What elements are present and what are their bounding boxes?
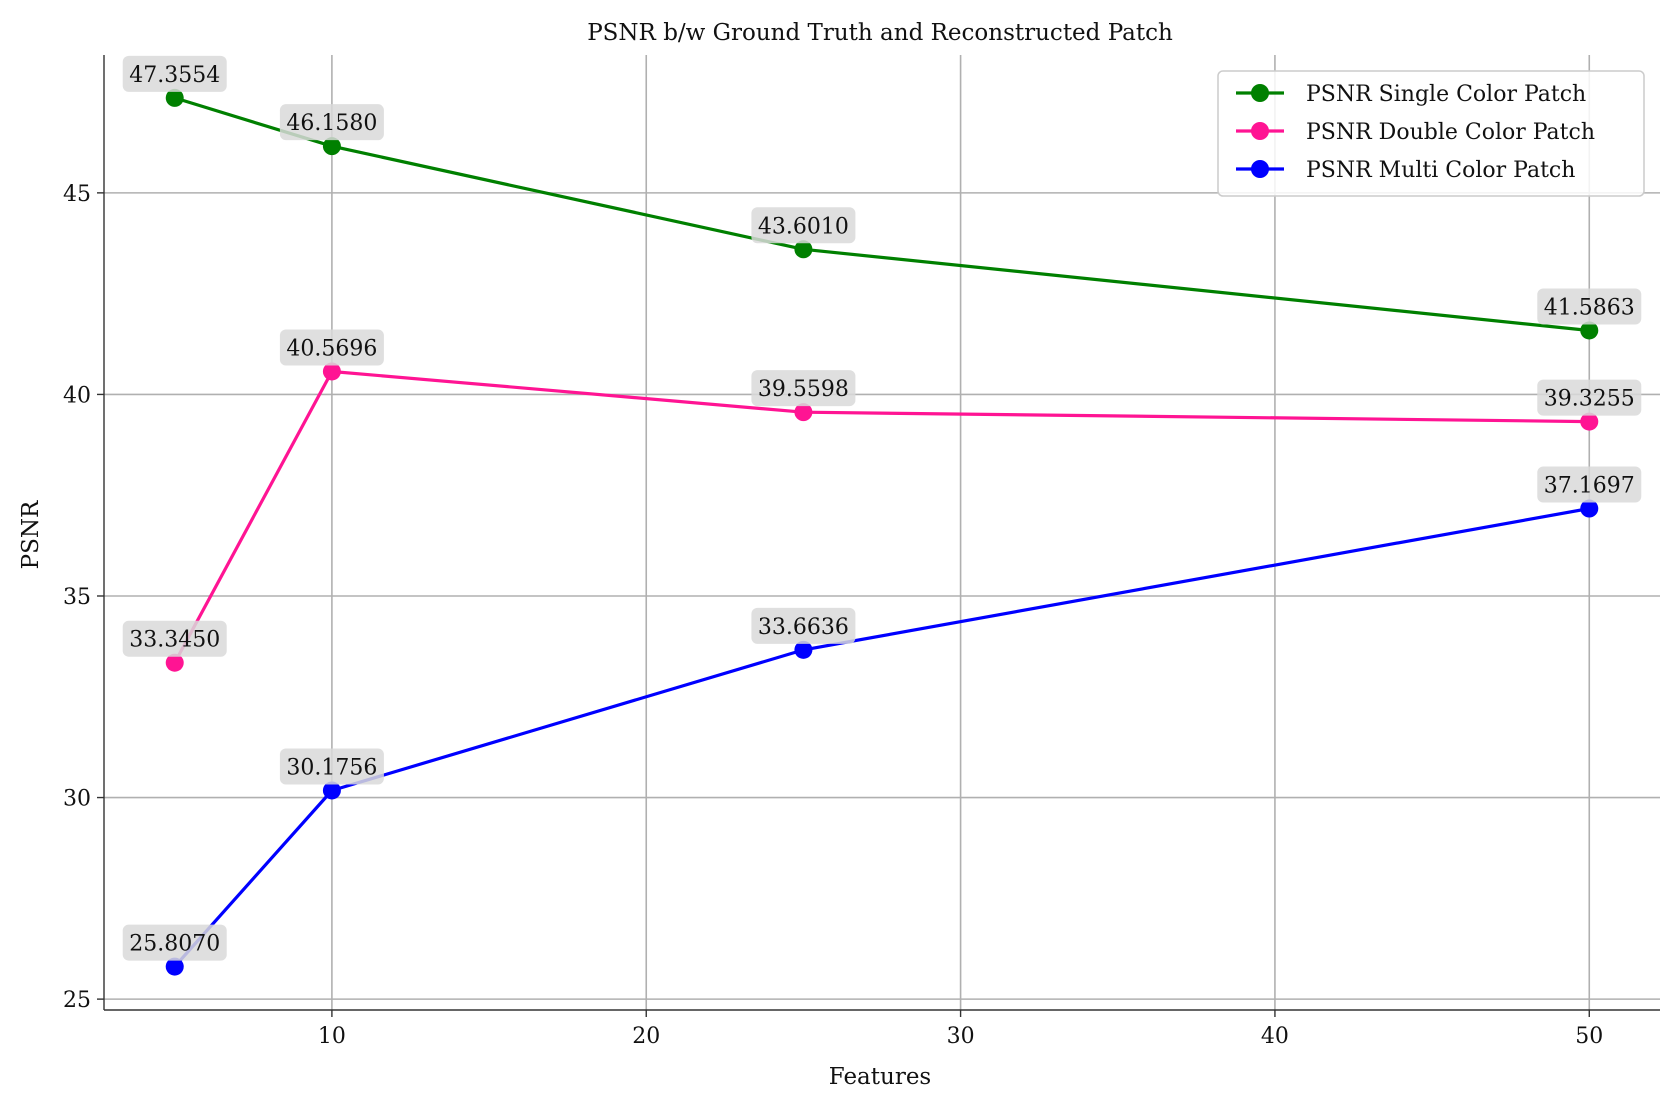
data-label: 46.1580 (286, 111, 377, 136)
grid-lines (104, 55, 1660, 1010)
data-point-marker (165, 653, 184, 672)
data-label: 39.3255 (1544, 387, 1635, 412)
data-point-marker (794, 403, 813, 422)
data-label-box (751, 370, 856, 407)
chart-title: PSNR b/w Ground Truth and Reconstructed … (587, 20, 1173, 46)
data-point-marker (794, 240, 813, 259)
data-label-box (1537, 379, 1642, 416)
data-label-box (122, 620, 227, 657)
x-tick-label: 40 (1261, 1024, 1289, 1049)
data-label: 25.8070 (129, 932, 220, 957)
data-point-marker (1580, 412, 1599, 431)
data-label-box (122, 924, 227, 961)
data-label: 47.3554 (129, 63, 220, 88)
legend-entry-label: PSNR Single Color Patch (1306, 82, 1586, 107)
y-tick-label: 25 (63, 988, 91, 1013)
data-point-marker (165, 88, 184, 107)
data-point-marker (794, 640, 813, 659)
x-tick-label: 10 (318, 1024, 346, 1049)
y-axis-label: PSNR (18, 500, 44, 569)
data-label: 39.5598 (758, 377, 849, 402)
series-line-2 (173, 369, 1590, 664)
data-label: 30.1756 (286, 755, 377, 780)
data-label: 40.5696 (286, 336, 377, 361)
data-point-marker (322, 781, 341, 800)
data-series (165, 88, 1599, 976)
data-labels: 47.3554 46.1580 43.6010 41.5863 33.3450 40.56… (122, 55, 1642, 961)
legend-box (1217, 70, 1645, 197)
data-label-box (751, 607, 856, 644)
legend-swatch-marker (1251, 160, 1269, 178)
y-tick-label: 40 (63, 383, 91, 408)
series-line-1 (174, 96, 1590, 333)
data-label-box (279, 104, 384, 141)
data-point-marker (322, 137, 341, 156)
y-tick-label: 45 (63, 182, 91, 207)
data-label-box (1537, 466, 1642, 503)
x-axis-label: Features (829, 1064, 932, 1090)
data-label-box (279, 748, 384, 785)
axes: 10 20 30 40 50 25 30 35 40 45 (63, 55, 1660, 1049)
data-point-marker (1580, 321, 1599, 340)
data-label-box (1537, 288, 1642, 325)
data-label-box (279, 329, 384, 366)
y-tick-label: 30 (63, 787, 91, 812)
legend-entry-label: PSNR Multi Color Patch (1306, 158, 1575, 183)
data-point-marker (165, 957, 184, 976)
data-label: 43.6010 (758, 214, 849, 239)
series-line-3 (173, 506, 1590, 968)
x-tick-label: 20 (632, 1024, 660, 1049)
x-tick-label: 50 (1575, 1024, 1603, 1049)
legend: PSNR Single Color Patch PSNR Double Color… (1217, 70, 1645, 197)
legend-entry-label: PSNR Double Color Patch (1306, 120, 1595, 145)
data-label-box (122, 55, 227, 92)
x-tick-label: 30 (947, 1024, 975, 1049)
data-point-marker (322, 362, 341, 381)
data-label: 33.6636 (758, 615, 849, 640)
data-label: 33.3450 (129, 628, 220, 653)
data-label-box (751, 207, 856, 244)
data-label: 37.1697 (1544, 474, 1635, 499)
legend-swatch-marker (1251, 84, 1269, 102)
y-tick-label: 35 (63, 585, 91, 610)
data-point-marker (1580, 499, 1599, 518)
data-label: 41.5863 (1544, 295, 1635, 320)
legend-swatch-marker (1251, 122, 1269, 140)
